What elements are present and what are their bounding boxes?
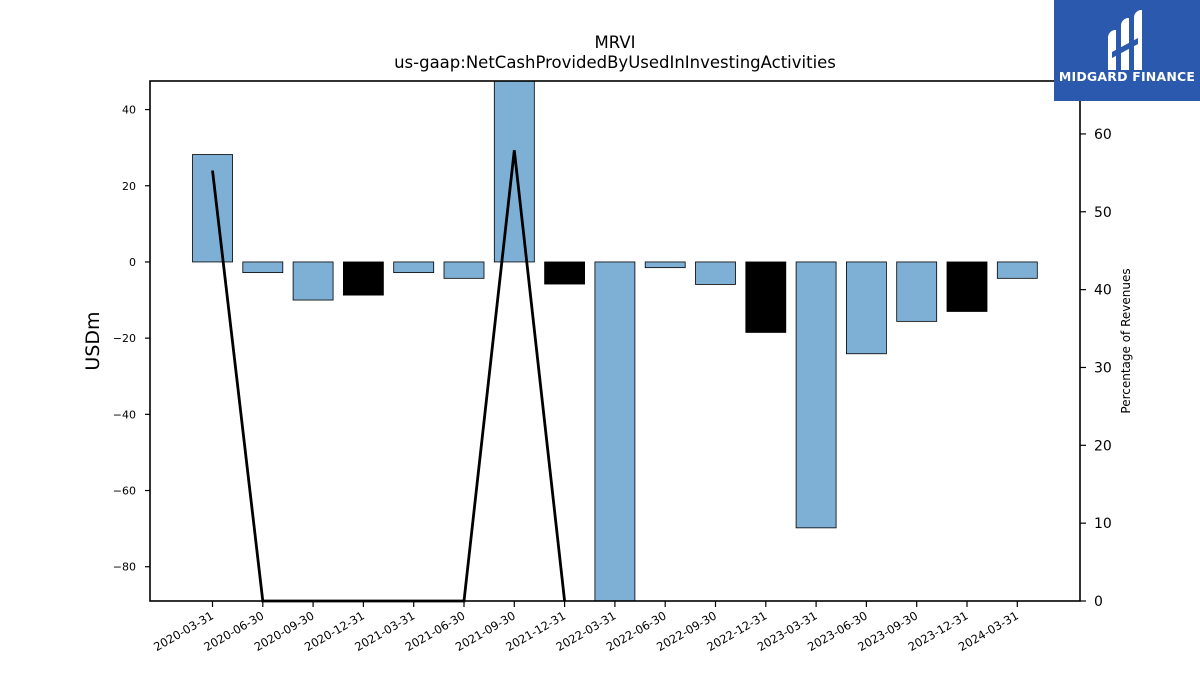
y2-tick-label: 20 bbox=[1094, 438, 1112, 454]
brand-logo: MIDGARD FINANCE bbox=[1054, 0, 1200, 101]
bar-2021-03-31 bbox=[393, 261, 435, 274]
logo-mark-icon bbox=[1108, 10, 1142, 70]
y2-tick-label: 50 bbox=[1094, 205, 1112, 221]
y-tick-label: 40 bbox=[122, 104, 136, 117]
y2-tick-label: 30 bbox=[1094, 360, 1112, 376]
y-tick-label: −80 bbox=[113, 561, 136, 574]
y-axis-label: USDm bbox=[82, 311, 104, 370]
bar-2020-12-31 bbox=[342, 261, 384, 296]
bar-2022-03-31 bbox=[594, 261, 636, 601]
y-tick-label: −40 bbox=[113, 408, 136, 421]
bar-2022-09-30 bbox=[695, 261, 736, 285]
bars-group bbox=[192, 81, 1038, 601]
bar-2023-12-31 bbox=[946, 261, 988, 312]
bar-2023-06-30 bbox=[846, 261, 887, 355]
y-tick-label: −60 bbox=[113, 485, 136, 498]
bar-2022-12-31 bbox=[745, 261, 787, 333]
y2-tick-label: 10 bbox=[1094, 516, 1112, 532]
y2-tick-label: 60 bbox=[1094, 127, 1112, 143]
bar-2020-06-30 bbox=[242, 261, 284, 274]
bar-2020-09-30 bbox=[292, 261, 334, 301]
y2-tick-label: 0 bbox=[1094, 594, 1103, 610]
y2-tick-label: 40 bbox=[1094, 283, 1112, 299]
y2-axis-label: Percentage of Revenues bbox=[1119, 268, 1133, 413]
chart-subtitle: us-gaap:NetCashProvidedByUsedInInvesting… bbox=[394, 53, 836, 72]
y-tick-label: 0 bbox=[129, 256, 136, 269]
chart-title: MRVI bbox=[595, 33, 636, 52]
y-tick-label: −20 bbox=[113, 332, 136, 345]
bar-2023-03-31 bbox=[795, 261, 837, 529]
logo-text: MIDGARD FINANCE bbox=[1058, 69, 1196, 84]
bar-2021-12-31 bbox=[544, 261, 585, 285]
bar-2022-06-30 bbox=[644, 261, 686, 269]
bar-2023-09-30 bbox=[896, 261, 938, 322]
bar-2021-09-30 bbox=[493, 81, 535, 263]
bar-2021-06-30 bbox=[443, 261, 485, 279]
y-tick-label: 20 bbox=[122, 180, 136, 193]
bar-2024-03-31 bbox=[996, 261, 1038, 279]
